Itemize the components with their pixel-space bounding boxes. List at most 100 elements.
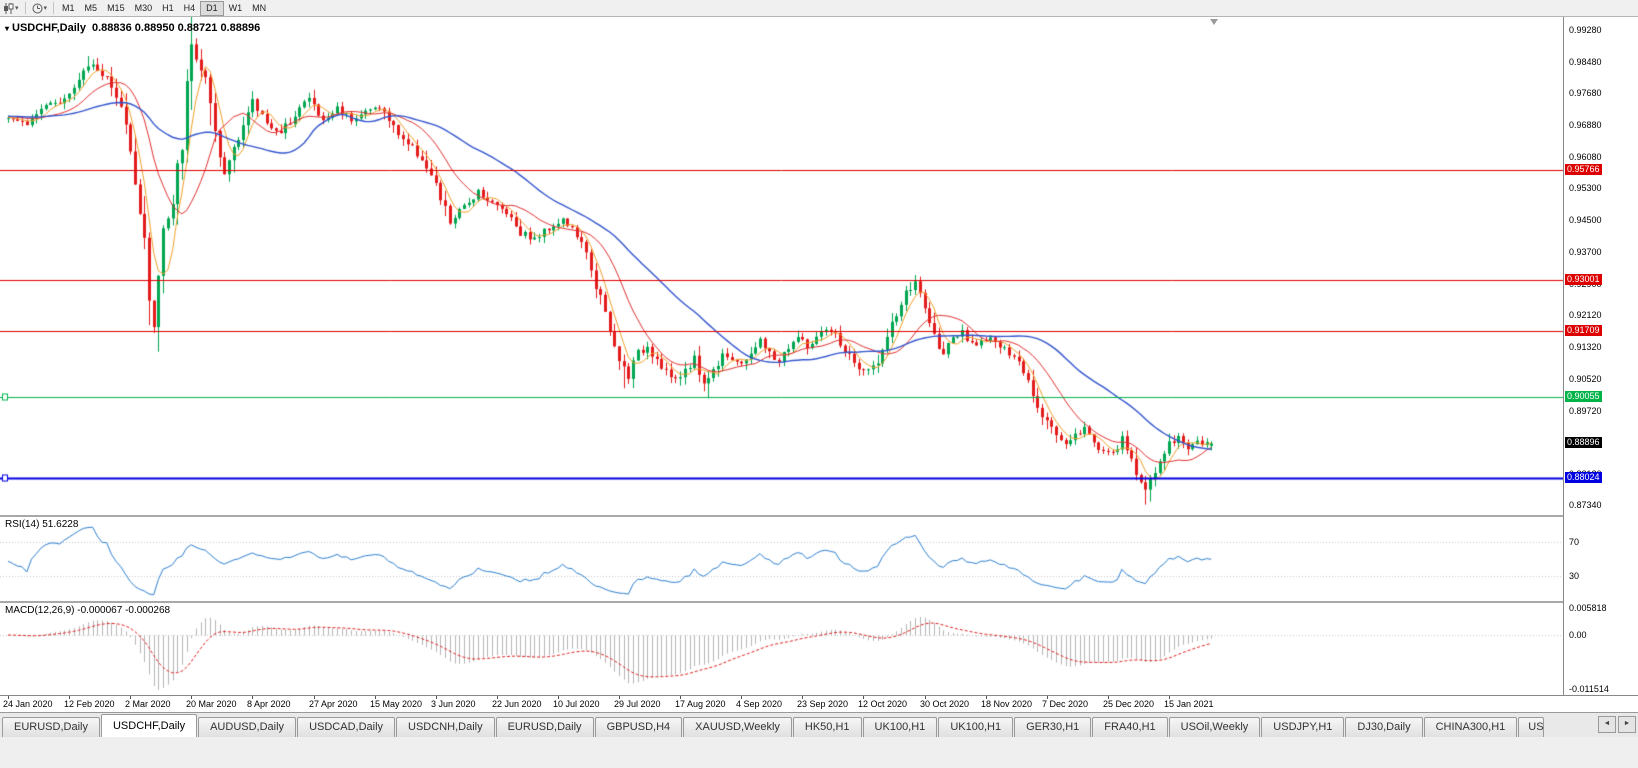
price-axis[interactable]: 0.99280 0.98480 0.97680 0.96880 0.96080 0.953… [1563, 17, 1638, 712]
time-axis-label: 18 Nov 2020 [981, 699, 1033, 709]
chart-tab-gbpusd-h4[interactable]: GBPUSD,H4 [594, 717, 683, 737]
chart-tab-us[interactable]: US [1518, 717, 1545, 737]
time-axis-tick [558, 696, 559, 699]
time-axis-label: 12 Feb 2020 [64, 699, 115, 709]
price-axis-tick-label: 0.91320 [1569, 342, 1602, 352]
chart-shift-marker[interactable] [1210, 19, 1218, 25]
time-axis-label: 4 Sep 2020 [736, 699, 783, 709]
price-chart-canvas[interactable] [0, 17, 1563, 515]
chart-tab-uk100-h1[interactable]: UK100,H1 [862, 717, 938, 737]
time-axis-tick [314, 696, 315, 699]
timeframe-button-m1[interactable]: M1 [62, 2, 75, 13]
chart-tab-strip: EURUSD,Daily USDCHF,Daily AUDUSD,Daily USDC… [2, 714, 1598, 737]
time-axis-tick [191, 696, 192, 699]
chart-tab-ger30-h1[interactable]: GER30,H1 [1014, 717, 1092, 737]
status-area [0, 737, 1638, 768]
panel-splitter[interactable] [0, 601, 1638, 603]
chart-tab-china300-h1[interactable]: CHINA300,H1 [1423, 717, 1518, 737]
time-axis-tick [8, 696, 9, 699]
tab-scroll-controls: ◄ ► [1598, 716, 1636, 733]
level-price-label: 0.93001 [1565, 274, 1602, 285]
time-axis-label: 23 Sep 2020 [797, 699, 849, 709]
time-axis-label: 22 Jun 2020 [492, 699, 542, 709]
chart-tab-usdcnh-daily[interactable]: USDCNH,Daily [396, 717, 495, 737]
time-axis-tick [1108, 696, 1109, 699]
level-price-label: 0.88024 [1565, 472, 1602, 483]
tab-scroll-right-button[interactable]: ► [1618, 716, 1636, 733]
time-axis-tick [130, 696, 131, 699]
chevron-down-icon: ▾ [15, 5, 19, 12]
time-axis-tick [925, 696, 926, 699]
chart-tab-audusd-daily[interactable]: AUDUSD,Daily [198, 717, 297, 737]
period-dropdown-button[interactable]: ▾ [29, 1, 51, 16]
time-axis-tick [986, 696, 987, 699]
time-axis-tick [375, 696, 376, 699]
macd-indicator-canvas[interactable] [0, 603, 1563, 695]
chart-tab-usdchf-daily[interactable]: USDCHF,Daily [100, 714, 198, 737]
level-price-label: 0.90055 [1565, 391, 1602, 402]
time-axis-label: 12 Oct 2020 [858, 699, 908, 709]
level-price-label: 0.95766 [1565, 164, 1602, 175]
time-axis-tick [741, 696, 742, 699]
current-price-label: 0.88896 [1565, 437, 1602, 448]
time-axis-tick [1047, 696, 1048, 699]
price-axis-tick-label: 0.96880 [1569, 120, 1602, 130]
timeframe-button-h1[interactable]: H1 [162, 2, 174, 13]
toolbar-separator [53, 2, 55, 14]
macd-axis-tick-label: 0.005818 [1569, 603, 1607, 613]
price-axis-tick-label: 0.97680 [1569, 88, 1602, 98]
time-axis-tick [863, 696, 864, 699]
price-axis-tick-label: 0.95300 [1569, 183, 1602, 193]
chart-tab-fra40-h1[interactable]: FRA40,H1 [1092, 717, 1168, 737]
chart-tab-xauusd-weekly[interactable]: XAUUSD,Weekly [683, 717, 792, 737]
timeframe-button-d1[interactable]: D1 [200, 0, 224, 16]
timeframe-button-w1[interactable]: W1 [228, 2, 243, 13]
toolbar-separator [24, 2, 26, 14]
time-axis-label: 27 Apr 2020 [309, 699, 358, 709]
tab-scroll-left-button[interactable]: ◄ [1598, 716, 1616, 733]
chart-tab-eurusd-daily[interactable]: EURUSD,Daily [2, 717, 100, 737]
time-axis[interactable]: 24 Jan 2020 12 Feb 2020 2 Mar 2020 20 Mar 2… [0, 695, 1638, 712]
time-axis-label: 29 Jul 2020 [614, 699, 661, 709]
time-axis-tick [497, 696, 498, 699]
rsi-indicator-canvas[interactable] [0, 517, 1563, 601]
chart-tab-bar: EURUSD,Daily USDCHF,Daily AUDUSD,Daily USDC… [0, 712, 1638, 737]
rsi-panel-header: RSI(14) 51.6228 [5, 519, 78, 530]
chart-type-dropdown-button[interactable]: ▾ [0, 1, 22, 16]
time-axis-label: 20 Mar 2020 [186, 699, 237, 709]
time-axis-label: 2 Mar 2020 [125, 699, 171, 709]
rsi-label: RSI(14) [5, 519, 40, 530]
timeframe-button-m5[interactable]: M5 [84, 2, 98, 13]
time-axis-label: 7 Dec 2020 [1042, 699, 1089, 709]
time-axis-label: 15 Jan 2021 [1164, 699, 1214, 709]
chart-tab-eurusd-daily[interactable]: EURUSD,Daily [495, 717, 594, 737]
macd-axis-tick-label: 0.00 [1569, 630, 1587, 640]
chart-tab-usdjpy-h1[interactable]: USDJPY,H1 [1261, 717, 1345, 737]
macd-panel-header: MACD(12,26,9) -0.000067 -0.000268 [5, 605, 170, 616]
time-axis-tick [436, 696, 437, 699]
price-axis-tick-label: 0.99280 [1569, 25, 1602, 35]
rsi-axis-tick-label: 70 [1569, 537, 1580, 547]
top-toolbar: ▾ ▾ M1 M5 M15 M30 H1 H4 D1 W1 MN [0, 0, 1638, 17]
timeframe-button-mn[interactable]: MN [252, 2, 267, 13]
symbol-timeframe-label: USDCHF,Daily [12, 22, 86, 34]
price-axis-tick-label: 0.94500 [1569, 215, 1602, 225]
symbol-dropdown-icon[interactable]: ▾ [5, 24, 10, 33]
timeframe-button-m30[interactable]: M30 [134, 2, 153, 13]
time-axis-tick [252, 696, 253, 699]
chart-tab-dj30-daily[interactable]: DJ30,Daily [1345, 717, 1423, 737]
time-axis-tick [802, 696, 803, 699]
timeframe-button-m15[interactable]: M15 [107, 2, 125, 13]
chart-tab-usoil-weekly[interactable]: USOil,Weekly [1168, 717, 1261, 737]
chart-tab-usdcad-daily[interactable]: USDCAD,Daily [297, 717, 396, 737]
chart-tab-hk50-h1[interactable]: HK50,H1 [792, 717, 862, 737]
time-axis-tick [1169, 696, 1170, 699]
chart-tab-uk100-h1[interactable]: UK100,H1 [938, 717, 1014, 737]
time-axis-tick [680, 696, 681, 699]
ohlc-values: 0.88836 0.88950 0.88721 0.88896 [91, 22, 261, 34]
price-axis-tick-label: 0.98480 [1569, 57, 1602, 67]
panel-splitter[interactable] [0, 515, 1638, 517]
timeframe-button-h4[interactable]: H4 [183, 2, 196, 13]
macd-values: -0.000067 -0.000268 [77, 605, 171, 616]
